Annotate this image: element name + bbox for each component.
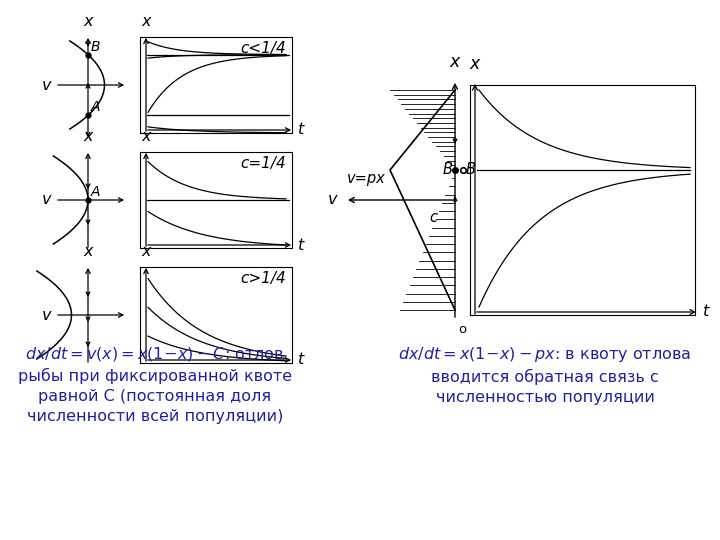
Text: x: x (141, 14, 150, 29)
Text: x: x (84, 14, 93, 29)
Text: v: v (42, 192, 51, 207)
Text: v: v (328, 192, 337, 207)
Text: x: x (470, 55, 480, 73)
Text: v=px: v=px (347, 171, 386, 186)
Text: B: B (466, 163, 476, 178)
Text: B: B (443, 163, 453, 178)
Text: x: x (84, 129, 93, 144)
Text: v: v (42, 307, 51, 322)
Text: x: x (141, 244, 150, 259)
Text: t: t (298, 123, 305, 138)
Text: c: c (429, 211, 437, 226)
Text: x: x (141, 129, 150, 144)
Text: t: t (298, 353, 305, 368)
Text: c=1/4: c=1/4 (240, 156, 286, 171)
Text: o: o (458, 323, 466, 336)
Text: $\it{dx/dt = x(1\!-\!x) - px}$: в квоту отлова
вводится обратная связь с
численн: $\it{dx/dt = x(1\!-\!x) - px}$: в квоту … (398, 345, 691, 405)
Text: A: A (91, 185, 101, 199)
Text: x: x (84, 244, 93, 259)
Text: B: B (91, 39, 101, 53)
Text: c<1/4: c<1/4 (240, 41, 286, 56)
Text: t: t (298, 238, 305, 253)
Text: c>1/4: c>1/4 (240, 271, 286, 286)
Text: x: x (450, 53, 460, 71)
Text: v: v (42, 78, 51, 92)
Text: t: t (703, 305, 709, 320)
Text: A: A (91, 100, 101, 114)
Text: $\it{dx/dt = v(x) = x(1\!-\!x) - C}$: отлов
рыбы при фиксированной квоте
равной : $\it{dx/dt = v(x) = x(1\!-\!x) - C}$: от… (18, 345, 292, 424)
